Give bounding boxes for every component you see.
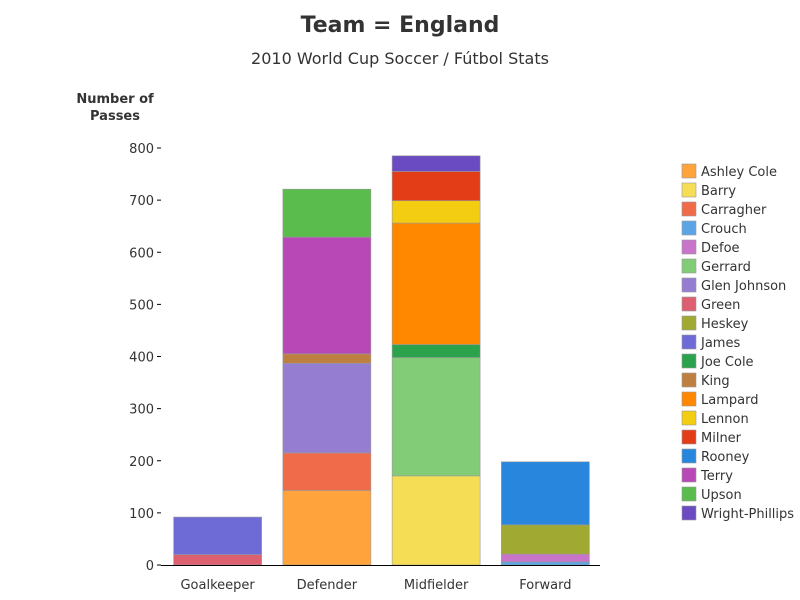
y-axis: 0 100 200 300 400 500 600 700 800 — [129, 142, 161, 574]
bar-segment — [391, 222, 481, 345]
bar-segment — [391, 475, 481, 566]
y-tick-label: 700 — [129, 194, 154, 209]
legend-label: King — [701, 374, 730, 389]
bar-segment — [391, 200, 481, 224]
legend-label: Green — [701, 298, 740, 313]
y-axis-label-line-2: Passes — [90, 109, 140, 124]
bar-segment — [282, 353, 372, 364]
bar-segment — [391, 171, 481, 201]
legend-swatch — [681, 201, 697, 217]
legend-swatch — [681, 410, 697, 426]
legend-swatch — [681, 220, 697, 236]
legend-swatch — [681, 258, 697, 274]
bar-segment — [282, 490, 372, 566]
legend-label: Wright-Phillips — [701, 507, 794, 522]
legend-label: Lampard — [701, 393, 758, 408]
legend-label: Carragher — [701, 203, 767, 218]
legend-label: Heskey — [701, 317, 749, 332]
chart-subtitle: 2010 World Cup Soccer / Fútbol Stats — [251, 49, 549, 68]
legend-label: James — [700, 336, 740, 351]
chart-title: Team = England — [301, 13, 500, 38]
legend-label: Milner — [701, 431, 742, 446]
legend-label: Gerrard — [701, 260, 751, 275]
legend-swatch — [681, 163, 697, 179]
y-axis-label-line-1: Number of — [76, 92, 154, 107]
x-tick-label: Goalkeeper — [180, 578, 255, 593]
legend-swatch — [681, 429, 697, 445]
bar-segment — [173, 554, 262, 566]
x-tick-label: Midfielder — [404, 578, 469, 593]
x-tick-label: Forward — [519, 578, 571, 593]
legend: Ashley Cole Barry Carragher Crouch Defoe Gerr… — [681, 163, 794, 522]
y-tick-label: 400 — [129, 351, 154, 366]
legend-label: Lennon — [701, 412, 749, 427]
y-tick-label: 200 — [129, 455, 154, 470]
legend-swatch — [681, 239, 697, 255]
legend-swatch — [681, 467, 697, 483]
legend-swatch — [681, 353, 697, 369]
legend-swatch — [681, 448, 697, 464]
y-tick-label: 500 — [129, 298, 154, 313]
bar-segment — [501, 561, 590, 566]
y-tick-label: 300 — [129, 403, 154, 418]
legend-label: Crouch — [701, 222, 747, 237]
legend-label: Glen Johnson — [701, 279, 786, 294]
bar-segment — [501, 553, 590, 563]
legend-label: Ashley Cole — [701, 165, 777, 180]
bar-segment — [501, 524, 590, 555]
legend-label: Terry — [700, 469, 733, 484]
bar-segment — [173, 516, 262, 555]
x-tick-label: Defender — [297, 578, 358, 593]
y-tick-label: 800 — [129, 142, 154, 157]
legend-label: Barry — [701, 184, 736, 199]
legend-label: Defoe — [701, 241, 740, 256]
bar-segment — [391, 357, 481, 477]
bar-segment — [282, 452, 372, 491]
bar-segment — [391, 344, 481, 358]
y-tick-label: 100 — [129, 507, 154, 522]
legend-label: Rooney — [701, 450, 750, 465]
bar-segment — [501, 461, 590, 526]
legend-swatch — [681, 277, 697, 293]
legend-swatch — [681, 182, 697, 198]
bar-segment — [391, 155, 481, 172]
bar-segment — [282, 236, 372, 355]
legend-swatch — [681, 391, 697, 407]
legend-swatch — [681, 505, 697, 521]
bar-segment — [282, 188, 372, 238]
legend-swatch — [681, 372, 697, 388]
legend-swatch — [681, 334, 697, 350]
legend-swatch — [681, 486, 697, 502]
y-tick-label: 600 — [129, 246, 154, 261]
legend-swatch — [681, 296, 697, 312]
y-tick-label: 0 — [146, 559, 154, 574]
legend-label: Joe Cole — [700, 355, 754, 370]
legend-swatch — [681, 315, 697, 331]
bars-group — [173, 155, 590, 566]
legend-label: Upson — [701, 488, 742, 503]
x-axis: Goalkeeper Defender Midfielder Forward — [180, 578, 571, 593]
bar-segment — [282, 362, 372, 454]
